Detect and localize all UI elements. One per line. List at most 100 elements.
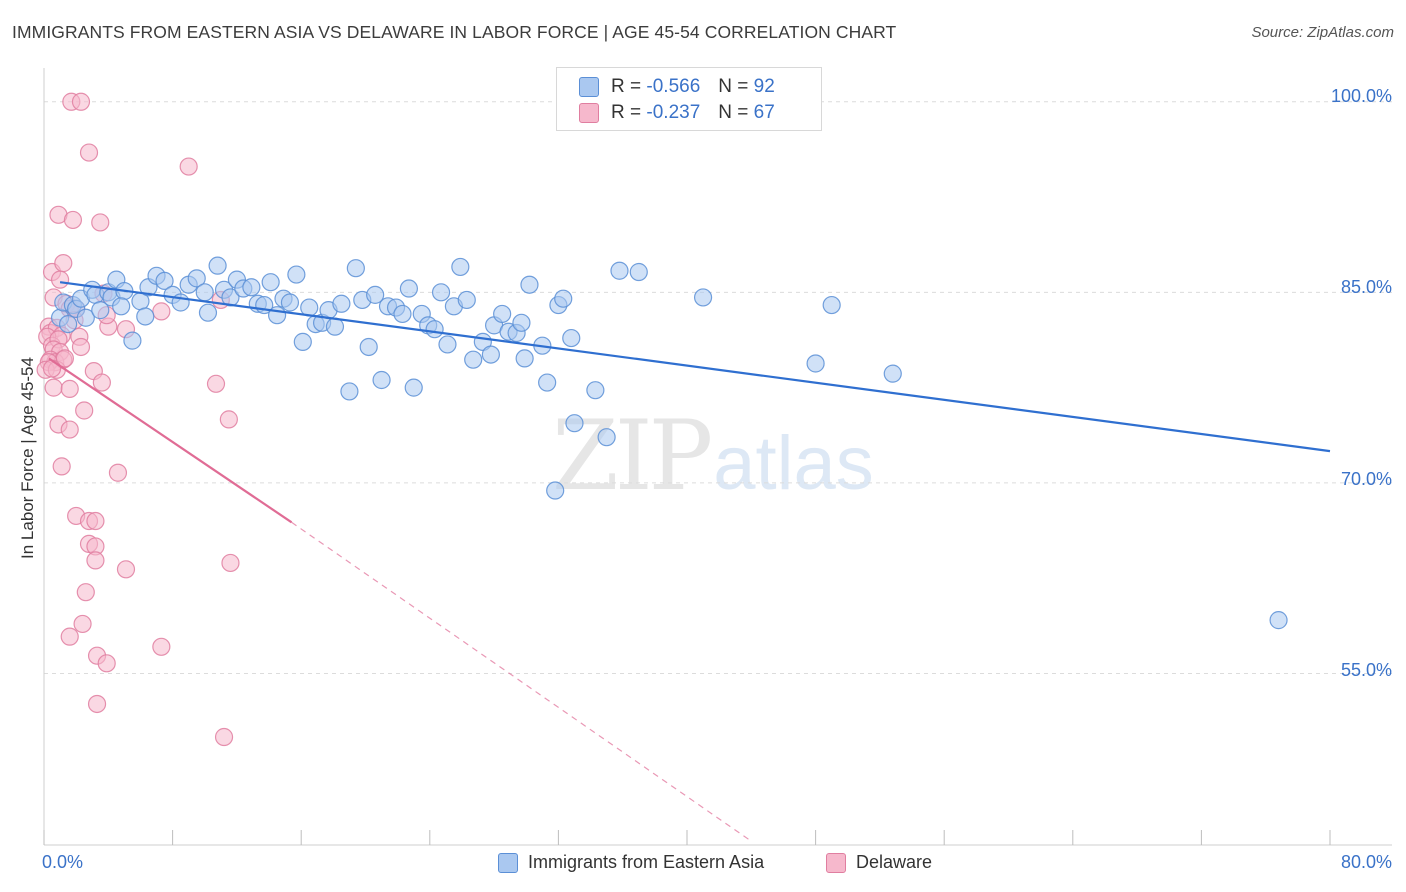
legend-item-eastern-asia: Immigrants from Eastern Asia <box>498 852 764 873</box>
data-point-eastern-asia <box>515 349 534 368</box>
legend-swatch-blue <box>498 852 518 873</box>
data-point-eastern-asia <box>293 332 312 351</box>
data-point-eastern-asia <box>425 320 444 339</box>
data-point-eastern-asia <box>562 328 581 348</box>
data-point-delaware <box>52 457 71 476</box>
legend-n-value: 92 <box>753 76 775 97</box>
x-tick-label-min: 0.0% <box>42 852 84 872</box>
data-point-eastern-asia <box>91 301 110 320</box>
data-point-eastern-asia <box>187 269 206 288</box>
data-point-delaware <box>221 553 240 573</box>
data-point-delaware <box>50 270 70 289</box>
data-point-eastern-asia <box>195 283 214 302</box>
trend-lines <box>48 281 1331 842</box>
legend-swatch-pink <box>826 852 846 873</box>
data-point-delaware <box>42 359 62 378</box>
y-tick-label: 55.0% <box>1340 660 1392 680</box>
data-point-delaware <box>87 694 107 714</box>
watermark: ZIPatlas <box>552 400 874 512</box>
data-point-eastern-asia <box>883 364 902 383</box>
data-point-delaware <box>73 614 92 634</box>
data-point-eastern-asia <box>136 307 155 326</box>
data-point-delaware <box>92 373 111 392</box>
data-point-delaware <box>206 374 226 393</box>
data-point-eastern-asia <box>123 331 142 350</box>
legend-row-eastern-asia: R = -0.566 N = 92 <box>579 75 775 99</box>
data-point-eastern-asia <box>457 290 476 310</box>
data-point-eastern-asia <box>493 304 512 324</box>
legend-item-delaware: Delaware <box>826 852 932 873</box>
data-point-eastern-asia <box>520 275 539 294</box>
data-point-eastern-asia <box>565 414 584 433</box>
data-point-eastern-asia <box>208 256 227 275</box>
data-point-delaware <box>79 143 99 162</box>
data-point-eastern-asia <box>693 288 713 307</box>
chart-title: IMMIGRANTS FROM EASTERN ASIA VS DELAWARE… <box>12 22 897 42</box>
legend-r-value: -0.237 <box>646 102 701 123</box>
data-point-delaware <box>76 583 95 602</box>
y-tick-label: 70.0% <box>1340 469 1392 489</box>
data-point-eastern-asia <box>393 304 412 324</box>
x-tick-label-max: 80.0% <box>1340 852 1392 872</box>
legend-r-label: R = <box>611 76 642 97</box>
legend-n-value: 67 <box>753 102 775 123</box>
stats-legend: R = -0.566 N = 92 R = -0.237 N = 67 <box>556 67 822 131</box>
data-point-delaware <box>63 210 83 230</box>
data-point-delaware <box>60 627 79 646</box>
y-tick-label: 100.0% <box>1330 86 1392 106</box>
data-point-eastern-asia <box>340 382 359 401</box>
data-point-delaware <box>214 727 234 747</box>
trend-line-eastern-asia <box>59 281 1331 453</box>
data-point-eastern-asia <box>629 262 648 282</box>
data-point-delaware <box>86 511 105 531</box>
legend-swatch-pink <box>579 103 599 123</box>
watermark-atlas: atlas <box>713 421 874 506</box>
data-point-eastern-asia <box>332 294 351 313</box>
data-point-delaware <box>44 378 63 397</box>
data-point-delaware <box>116 560 136 579</box>
data-point-delaware <box>152 637 171 656</box>
y-tick-label: 85.0% <box>1340 277 1392 297</box>
data-point-delaware <box>152 302 171 321</box>
legend-swatch-blue <box>579 77 599 97</box>
data-point-delaware <box>91 213 110 232</box>
data-point-eastern-asia <box>597 428 616 447</box>
data-point-eastern-asia <box>155 271 174 291</box>
data-point-eastern-asia <box>325 317 345 336</box>
data-point-eastern-asia <box>822 295 841 315</box>
data-point-eastern-asia <box>1269 611 1288 630</box>
data-point-eastern-asia <box>372 370 391 390</box>
data-point-delaware <box>97 654 116 673</box>
data-point-eastern-asia <box>512 313 531 332</box>
data-point-eastern-asia <box>481 345 500 364</box>
data-point-delaware <box>71 337 91 357</box>
data-point-eastern-asia <box>538 373 557 392</box>
data-point-eastern-asia <box>399 279 419 298</box>
data-point-delaware <box>86 551 105 570</box>
data-point-eastern-asia <box>546 481 565 500</box>
data-point-delaware <box>179 157 198 176</box>
data-point-eastern-asia <box>346 259 365 278</box>
data-point-eastern-asia <box>261 273 280 292</box>
data-point-eastern-asia <box>198 303 218 322</box>
legend-r-value: -0.566 <box>646 76 701 97</box>
legend-row-delaware: R = -0.237 N = 67 <box>579 101 775 125</box>
data-point-eastern-asia <box>464 350 483 369</box>
legend-label: Immigrants from Eastern Asia <box>528 852 765 872</box>
legend-label: Delaware <box>856 852 933 872</box>
data-point-eastern-asia <box>359 337 378 357</box>
gridlines <box>44 101 1392 674</box>
axes <box>43 68 1392 846</box>
data-point-eastern-asia <box>76 308 95 327</box>
legend-n-label: N = <box>718 102 749 123</box>
data-point-delaware <box>108 463 128 482</box>
series-eastern-asia <box>50 256 1288 630</box>
data-point-delaware <box>219 410 238 429</box>
data-point-delaware <box>60 379 79 398</box>
data-point-delaware <box>60 420 79 439</box>
data-point-eastern-asia <box>59 314 78 334</box>
legend-r-label: R = <box>611 102 642 123</box>
data-point-eastern-asia <box>554 289 573 308</box>
data-point-eastern-asia <box>242 278 261 297</box>
data-point-eastern-asia <box>610 261 629 280</box>
